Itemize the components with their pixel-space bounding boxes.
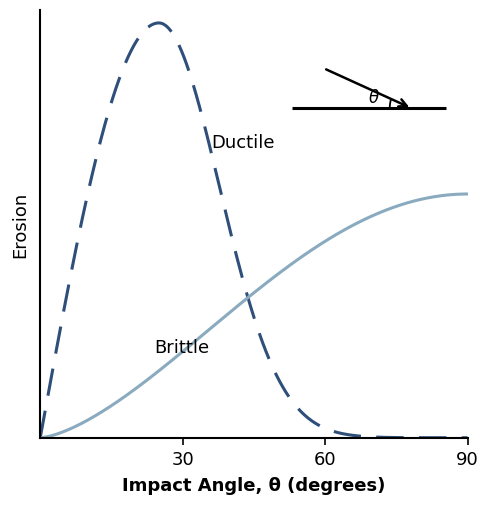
Text: Brittle: Brittle (154, 338, 209, 357)
X-axis label: Impact Angle, θ (degrees): Impact Angle, θ (degrees) (122, 476, 386, 494)
Text: Ductile: Ductile (211, 134, 274, 152)
Y-axis label: Erosion: Erosion (11, 191, 29, 258)
